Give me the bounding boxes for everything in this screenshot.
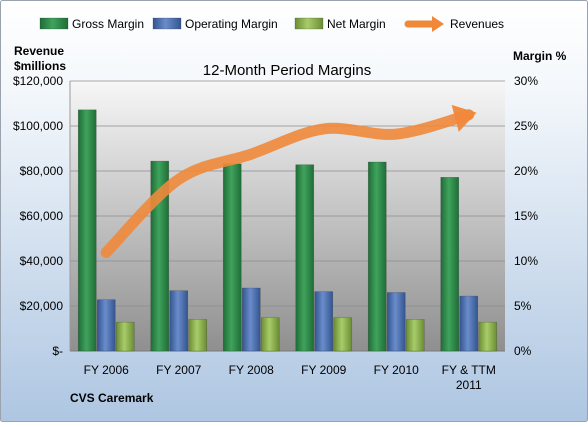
- company-label: CVS Caremark: [70, 391, 154, 405]
- right-tick-label: 30%: [514, 74, 538, 88]
- gross-margin-bar: [367, 161, 387, 352]
- legend-net-margin-swatch: [294, 17, 324, 30]
- right-tick-label: 0%: [514, 344, 532, 358]
- legend-operating-margin-label: Operating Margin: [185, 17, 278, 31]
- left-tick-label: $-: [52, 344, 63, 358]
- net-margin-bar: [333, 317, 353, 352]
- left-tick-label: $120,000: [13, 74, 63, 88]
- legend-net-margin-label: Net Margin: [327, 17, 386, 31]
- net-margin-bar: [188, 319, 208, 352]
- revenue-point: [105, 251, 107, 253]
- operating-margin-bar: [241, 287, 261, 352]
- left-tick-label: $80,000: [20, 164, 64, 178]
- category-label: FY 2009: [301, 363, 346, 377]
- category-label: FY 2008: [229, 363, 274, 377]
- legend-gross-margin-swatch: [39, 17, 69, 30]
- right-tick-label: 25%: [514, 119, 538, 133]
- legend: Gross Margin Operating Margin Net Margin Re…: [39, 16, 504, 32]
- operating-margin-bar: [459, 295, 479, 352]
- right-axis-label: Margin %: [513, 49, 567, 63]
- left-tick-label: $40,000: [20, 254, 64, 268]
- gross-margin-bar: [440, 177, 460, 352]
- category-label: FY 2006: [84, 363, 129, 377]
- operating-margin-bar: [386, 292, 406, 352]
- category-label: 2011: [456, 378, 482, 392]
- legend-revenues-label: Revenues: [450, 17, 504, 31]
- right-tick-labels: 0% 5% 10% 15% 20% 25% 30%: [514, 74, 538, 358]
- revenue-arrowhead: [451, 104, 477, 132]
- left-axis-label-line2: $millions: [14, 59, 66, 73]
- operating-margin-bar: [96, 299, 116, 352]
- legend-gross-margin-label: Gross Margin: [72, 17, 144, 31]
- revenue-point: [178, 178, 180, 180]
- net-margin-bar: [260, 317, 280, 352]
- operating-margin-bar: [169, 290, 189, 352]
- revenue-point: [468, 114, 470, 116]
- legend-revenues-arrow: [432, 16, 444, 32]
- left-axis-label-line1: Revenue: [14, 44, 64, 58]
- bars: [77, 109, 498, 352]
- revenue-point: [323, 128, 325, 130]
- right-tick-label: 5%: [514, 299, 532, 313]
- left-tick-labels: $- $20,000 $40,000 $60,000 $80,000 $100,000 $1…: [13, 74, 63, 358]
- left-tick-label: $20,000: [20, 299, 64, 313]
- gross-margin-bar: [295, 164, 315, 352]
- right-tick-label: 20%: [514, 164, 538, 178]
- gross-margin-bar: [77, 109, 97, 352]
- revenue-line-layer: [100, 104, 477, 258]
- revenue-point: [395, 133, 397, 135]
- right-tick-label: 10%: [514, 254, 538, 268]
- revenue-line: [100, 109, 475, 258]
- chart-title: 12-Month Period Margins: [203, 62, 371, 79]
- left-tick-label: $60,000: [20, 209, 64, 223]
- category-label: FY & TTM: [442, 363, 496, 377]
- gross-margin-bar: [150, 160, 170, 352]
- net-margin-bar: [478, 321, 498, 352]
- net-margin-bar: [115, 321, 135, 352]
- legend-operating-margin-swatch: [152, 17, 182, 30]
- revenue-point: [250, 153, 252, 155]
- category-label: FY 2007: [156, 363, 201, 377]
- category-labels: FY 2006 FY 2007 FY 2008 FY 2009 FY 2010 FY & …: [84, 363, 496, 392]
- gross-margin-bar: [222, 163, 242, 352]
- left-tick-label: $100,000: [13, 119, 63, 133]
- category-label: FY 2010: [374, 363, 419, 377]
- net-margin-bar: [405, 319, 425, 352]
- operating-margin-bar: [314, 291, 334, 352]
- right-tick-label: 15%: [514, 209, 538, 223]
